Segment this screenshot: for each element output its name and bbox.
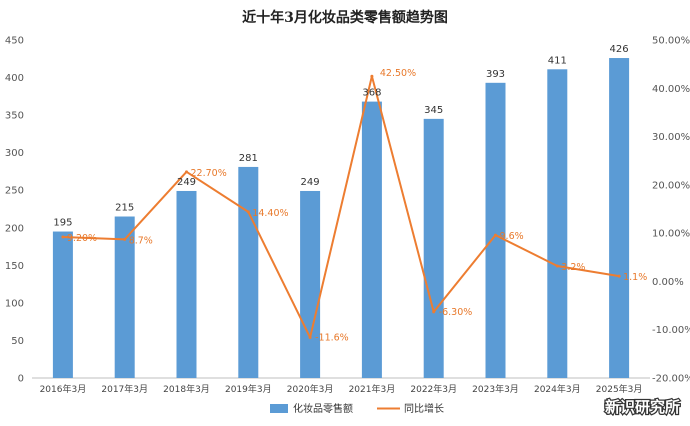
- line-value-label: -11.6%: [315, 332, 349, 343]
- watermark: 新识研究所: [604, 397, 682, 418]
- line-value-label: 42.50%: [380, 68, 416, 79]
- bar-value-label: 281: [239, 153, 258, 164]
- line-value-label: 9.6%: [500, 231, 524, 242]
- bar: [361, 101, 382, 378]
- line-value-label: 22.70%: [191, 168, 227, 179]
- axes: 0 50 100 150 200 250 300 350 400 450 -20.00% -10.00…: [5, 36, 690, 396]
- line-point: [555, 264, 559, 268]
- bar: [52, 231, 73, 378]
- x-tick-label: 2018年3月: [163, 383, 210, 395]
- bar: [114, 216, 135, 378]
- y-right-tick-label: 10.00%: [652, 229, 690, 240]
- x-tick-label: 2020年3月: [287, 383, 334, 395]
- y-left-tick-label: 200: [5, 223, 24, 234]
- bar: [423, 118, 444, 378]
- line-point: [123, 237, 127, 241]
- bar: [485, 82, 506, 379]
- bar: [176, 190, 197, 378]
- line-point: [494, 233, 497, 237]
- y-left-tick-label: 400: [5, 73, 24, 84]
- y-right-tick-label: 40.00%: [652, 84, 690, 95]
- y-right-tick-label: 30.00%: [652, 132, 690, 143]
- legend: 化妆品零售额 同比增长: [270, 402, 444, 415]
- bar: [609, 58, 630, 378]
- y-left-tick-label: 150: [5, 261, 24, 272]
- legend-bar-swatch: [270, 404, 288, 413]
- bar-value-label: 393: [486, 69, 505, 80]
- y-left-tick-label: 350: [5, 111, 24, 122]
- bar-value-label: 249: [177, 177, 196, 188]
- x-tick-label: 2023年3月: [472, 383, 519, 395]
- line-point: [617, 274, 621, 278]
- y-left-tick-label: 50: [11, 336, 24, 347]
- line-series: [61, 74, 621, 339]
- line-value-label: 1.1%: [623, 272, 647, 283]
- line-point: [61, 235, 65, 239]
- line-value-label: 3.2%: [561, 262, 585, 273]
- growth-line: [62, 75, 620, 339]
- data-labels: 195 215 249 281 249 368 345 393 411 426 9.20% 8.7% 2…: [53, 44, 647, 343]
- y-right-tick-label: 20.00%: [652, 180, 690, 191]
- x-tick-label: 2024年3月: [534, 383, 581, 395]
- bar-value-label: 345: [424, 105, 443, 116]
- bar-series: [52, 58, 630, 379]
- line-value-label: -6.30%: [439, 307, 473, 318]
- bar: [238, 166, 259, 378]
- bar: [547, 69, 568, 378]
- x-tick-label: 2017年3月: [101, 383, 148, 395]
- y-left-tick-label: 0: [18, 374, 24, 385]
- x-tick-label: 2021年3月: [349, 383, 396, 395]
- bar-value-label: 411: [548, 55, 567, 66]
- x-tick-label: 2019年3月: [225, 383, 272, 395]
- y-left-tick-label: 100: [5, 298, 24, 309]
- line-value-label: 14.40%: [252, 208, 288, 219]
- bar: [300, 190, 321, 378]
- line-value-label: 9.20%: [67, 233, 97, 244]
- line-point: [185, 170, 188, 174]
- y-right-tick-label: 0.00%: [652, 277, 684, 288]
- bar-value-label: 215: [115, 203, 134, 214]
- line-point: [308, 335, 312, 339]
- legend-bar-label: 化妆品零售额: [293, 402, 353, 415]
- y-right-tick-label: -20.00%: [652, 374, 690, 385]
- x-tick-label: 2016年3月: [40, 383, 87, 395]
- bar-value-label: 426: [610, 44, 629, 55]
- y-left-tick-label: 450: [5, 36, 24, 47]
- legend-line-label: 同比增长: [404, 402, 444, 415]
- line-point: [246, 210, 250, 214]
- y-left-tick-label: 300: [5, 148, 24, 159]
- watermark-text: 新识研究所: [605, 398, 680, 416]
- line-point: [432, 310, 436, 314]
- chart-title: 近十年3月化妆品类零售额趋势图: [242, 9, 448, 26]
- bar-value-label: 249: [301, 177, 320, 188]
- line-point: [370, 74, 374, 78]
- x-tick-label: 2025年3月: [596, 383, 643, 395]
- bar-value-label: 368: [362, 88, 381, 99]
- x-tick-label: 2022年3月: [410, 383, 457, 395]
- y-right-tick-label: -10.00%: [652, 325, 690, 336]
- y-right-tick-label: 50.00%: [652, 36, 690, 47]
- y-left-tick-label: 250: [5, 186, 24, 197]
- line-value-label: 8.7%: [129, 235, 153, 246]
- bar-value-label: 195: [53, 218, 72, 229]
